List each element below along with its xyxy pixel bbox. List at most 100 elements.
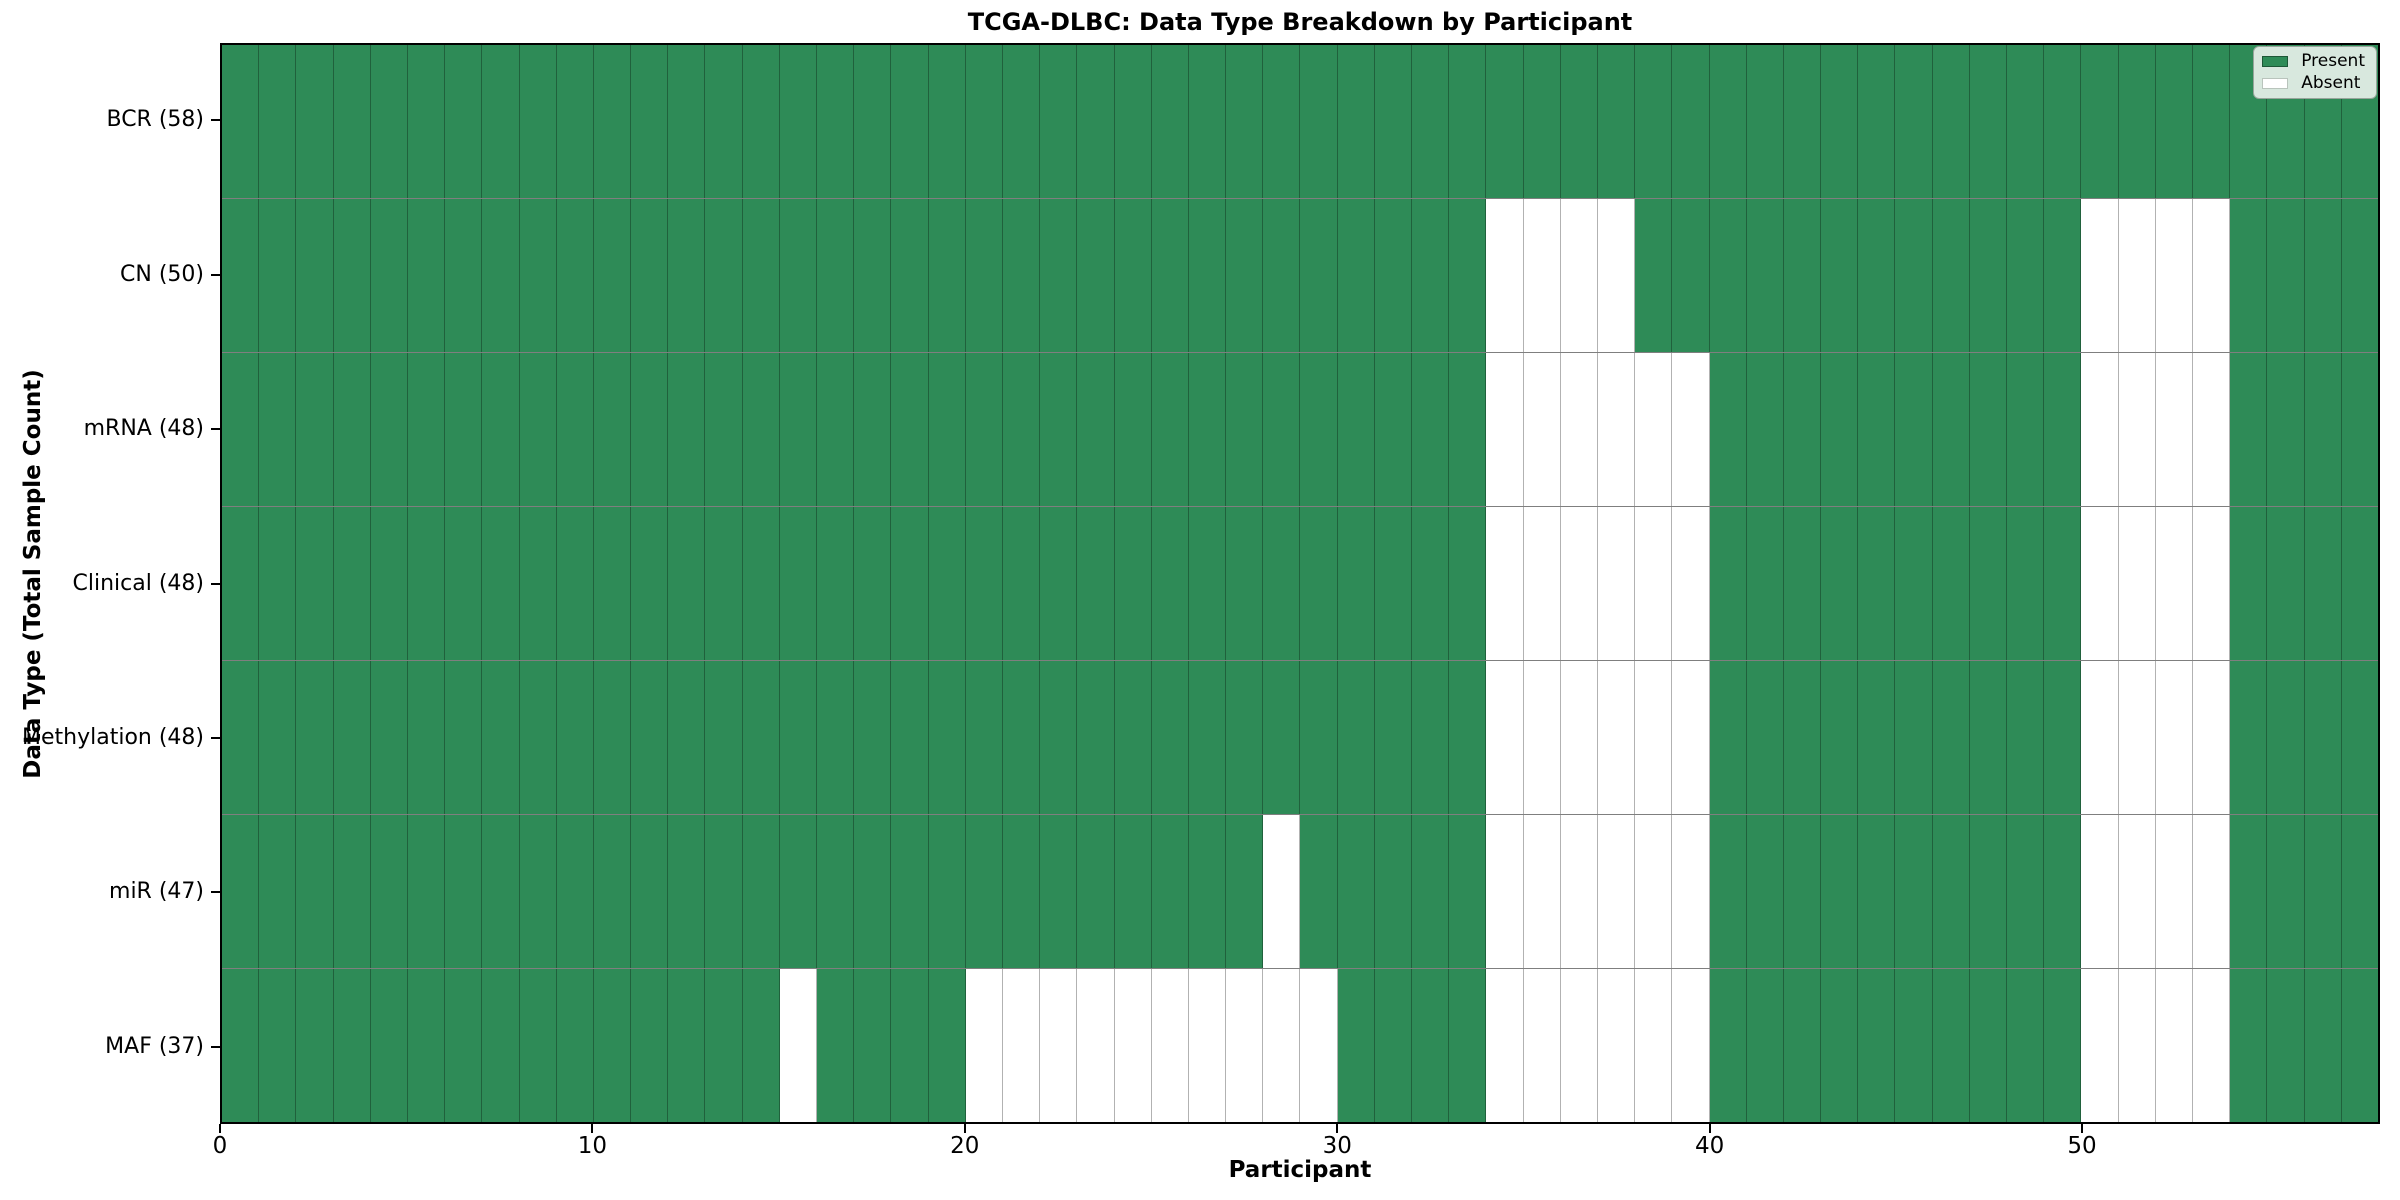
x-tick-mark (2081, 1124, 2084, 1133)
heatmap-cell (259, 45, 297, 198)
heatmap-cell (222, 815, 260, 968)
heatmap-cell (1300, 199, 1338, 352)
x-tick-mark (219, 1124, 221, 1133)
heatmap-cell (407, 45, 446, 198)
heatmap-cell (2155, 45, 2193, 198)
heatmap-cell (891, 45, 929, 198)
heatmap-cell (1895, 199, 1933, 352)
heatmap-cell (1672, 969, 1710, 1122)
heatmap-cell (556, 45, 594, 198)
heatmap-cell (742, 353, 780, 506)
heatmap-cell (1412, 661, 1450, 814)
heatmap-cell (1002, 661, 1041, 814)
heatmap-cell (1077, 969, 1115, 1122)
heatmap-cell (2304, 815, 2342, 968)
heatmap-cell (259, 815, 297, 968)
y-tick-mark (211, 273, 220, 276)
heatmap-cell (1486, 661, 1524, 814)
heatmap-cell (1077, 353, 1115, 506)
heatmap-cell (1635, 815, 1673, 968)
heatmap-cell (482, 507, 520, 660)
heatmap-cell (1002, 815, 1041, 968)
heatmap-cell (2304, 507, 2342, 660)
heatmap-cell (593, 815, 632, 968)
heatmap-cell (965, 815, 1003, 968)
heatmap-cell (928, 45, 966, 198)
heatmap-cell (519, 661, 557, 814)
heatmap-cell (1969, 661, 2007, 814)
heatmap-cell (742, 969, 780, 1122)
heatmap-cell (817, 353, 855, 506)
heatmap-cell (1709, 45, 1747, 198)
heatmap-cell (333, 353, 371, 506)
heatmap-cell (1374, 199, 1412, 352)
heatmap-cell (1300, 45, 1338, 198)
heatmap-cell (1486, 507, 1524, 660)
heatmap-cell (928, 815, 966, 968)
heatmap-cell (1188, 969, 1227, 1122)
heatmap-cell (1560, 199, 1598, 352)
heatmap-cell (556, 199, 594, 352)
heatmap-cell (1969, 353, 2007, 506)
heatmap-cell (333, 199, 371, 352)
y-tick-label: Methylation (48) (22, 724, 204, 750)
heatmap-cell (333, 815, 371, 968)
heatmap-cell (370, 199, 408, 352)
heatmap-cell (668, 507, 706, 660)
heatmap-cell (631, 199, 669, 352)
heatmap-cell (779, 353, 817, 506)
y-tick-mark (211, 582, 220, 585)
heatmap-cell (445, 45, 483, 198)
heatmap-cell (1895, 661, 1933, 814)
heatmap-cell (1486, 815, 1524, 968)
heatmap-cell (2044, 353, 2082, 506)
heatmap-cell (1263, 45, 1301, 198)
heatmap-cell (1746, 507, 1784, 660)
heatmap-cell (1449, 507, 1487, 660)
heatmap-cell (593, 199, 632, 352)
heatmap-cell (2230, 815, 2268, 968)
heatmap-cell (333, 507, 371, 660)
heatmap-cell (817, 815, 855, 968)
heatmap-cell (296, 815, 334, 968)
heatmap-cell (556, 353, 594, 506)
heatmap-cell (2118, 199, 2156, 352)
heatmap-cell (1783, 199, 1822, 352)
heatmap-cell (2007, 353, 2045, 506)
heatmap-cell (2230, 353, 2268, 506)
heatmap-cell (2230, 199, 2268, 352)
heatmap-cell (222, 199, 260, 352)
heatmap-cell (1932, 353, 1970, 506)
heatmap-cell (1672, 661, 1710, 814)
heatmap-cell (1114, 199, 1152, 352)
heatmap-cell (1449, 199, 1487, 352)
heatmap-cell (1895, 507, 1933, 660)
heatmap-cell (2118, 969, 2156, 1122)
heatmap-cell (705, 45, 743, 198)
heatmap-cell (407, 969, 446, 1122)
heatmap-cell (631, 353, 669, 506)
heatmap-cell (2341, 199, 2378, 352)
heatmap-cell (742, 507, 780, 660)
heatmap-cell (482, 199, 520, 352)
heatmap-cell (593, 661, 632, 814)
heatmap-cell (1040, 353, 1078, 506)
heatmap-cell (1523, 815, 1561, 968)
heatmap-cell (1635, 969, 1673, 1122)
heatmap-cell (1374, 661, 1412, 814)
heatmap-cell (1263, 199, 1301, 352)
heatmap-cell (593, 353, 632, 506)
heatmap-cell (519, 353, 557, 506)
heatmap-cell (1449, 969, 1487, 1122)
heatmap-cell (891, 507, 929, 660)
heatmap-cell (928, 661, 966, 814)
heatmap-cell (482, 815, 520, 968)
heatmap-cell (1374, 507, 1412, 660)
heatmap-cell (1300, 353, 1338, 506)
heatmap-cell (2007, 199, 2045, 352)
heatmap-cell (1783, 815, 1822, 968)
y-tick-mark (211, 428, 220, 431)
heatmap-cell (2155, 661, 2193, 814)
heatmap-cell (965, 199, 1003, 352)
heatmap-cell (2155, 199, 2193, 352)
